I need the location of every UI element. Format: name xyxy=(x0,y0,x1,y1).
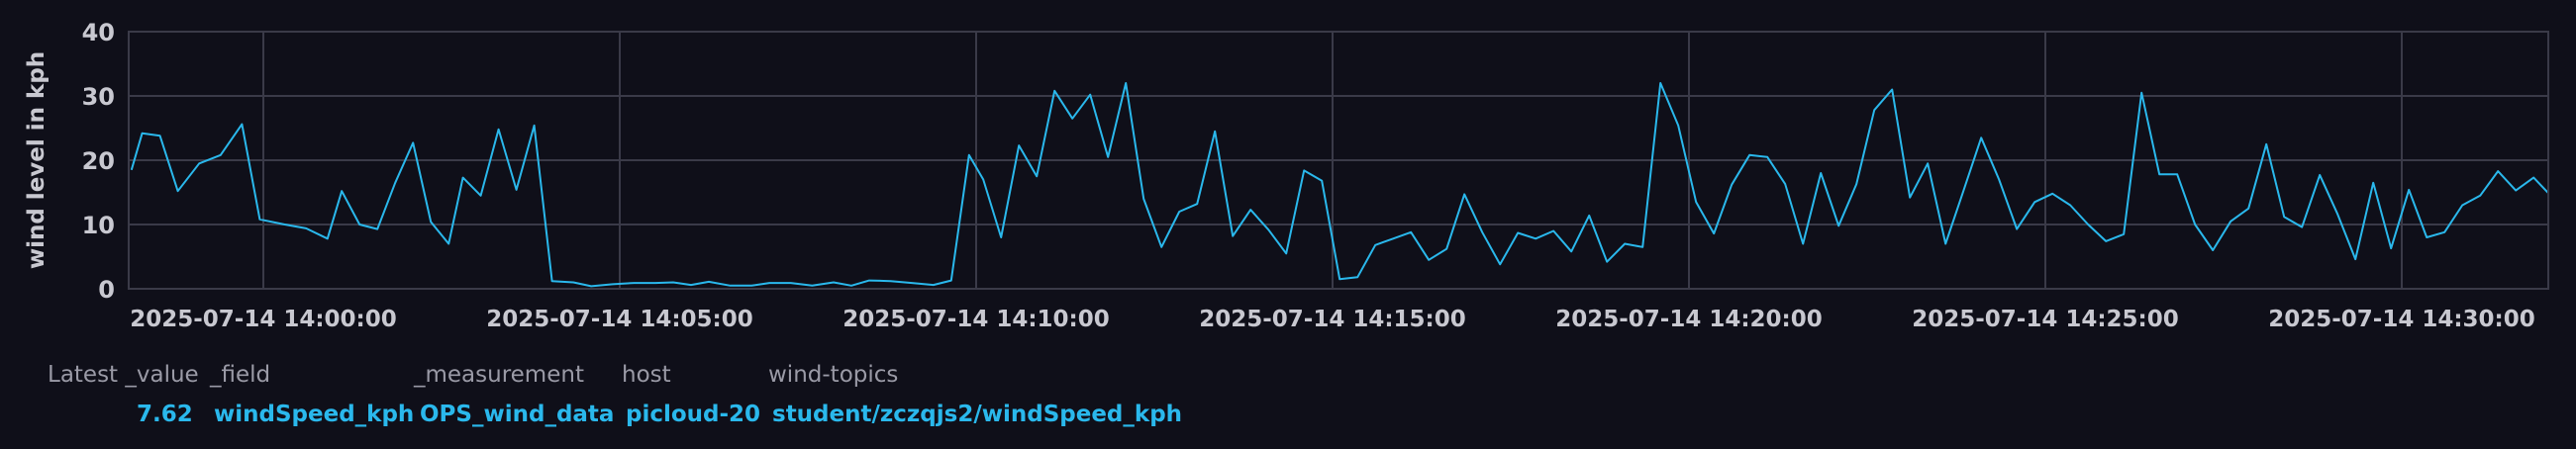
y-tick-label: 40 xyxy=(82,19,115,46)
y-tick-label: 30 xyxy=(82,83,115,111)
x-tick-label: 2025-07-14 14:00:00 xyxy=(130,307,397,332)
y-tick-label: 0 xyxy=(98,276,115,304)
x-tick-label: 2025-07-14 14:30:00 xyxy=(2268,307,2535,332)
x-tick-label: 2025-07-14 14:15:00 xyxy=(1199,307,1466,332)
line-chart[interactable]: 0 10 20 30 40 2025-07-14 14:00:00 2025-07-14 … xyxy=(0,0,2576,356)
series-line-windspeed[interactable] xyxy=(130,82,2549,288)
legend-value-measurement: OPS_wind_data xyxy=(420,402,615,427)
legend-header-measurement: _measurement xyxy=(414,362,584,388)
legend-header-field: _field xyxy=(210,362,271,388)
y-axis-label: wind level in kph xyxy=(24,51,50,269)
legend-header-host: host xyxy=(622,362,671,388)
legend-value-field: windSpeed_kph xyxy=(214,402,415,427)
x-tick-label: 2025-07-14 14:10:00 xyxy=(842,307,1110,332)
legend-table: Latest _value 7.62 _field windSpeed_kph … xyxy=(0,356,1287,445)
x-tick-label: 2025-07-14 14:25:00 xyxy=(1912,307,2179,332)
x-tick-label: 2025-07-14 14:20:00 xyxy=(1555,307,1823,332)
y-tick-label: 10 xyxy=(82,212,115,239)
plot-frame xyxy=(128,31,2549,290)
legend-header-wind-topics: wind-topics xyxy=(768,362,899,388)
legend-value-wind-topics: student/zczqjs2/windSpeed_kph xyxy=(772,402,1183,427)
x-tick-label: 2025-07-14 14:05:00 xyxy=(486,307,753,332)
legend-value-host: picloud-20 xyxy=(626,402,761,427)
legend-value-latest-value: 7.62 xyxy=(137,402,193,427)
legend-header-latest-value: Latest _value xyxy=(48,362,199,388)
y-tick-label: 20 xyxy=(82,147,115,175)
